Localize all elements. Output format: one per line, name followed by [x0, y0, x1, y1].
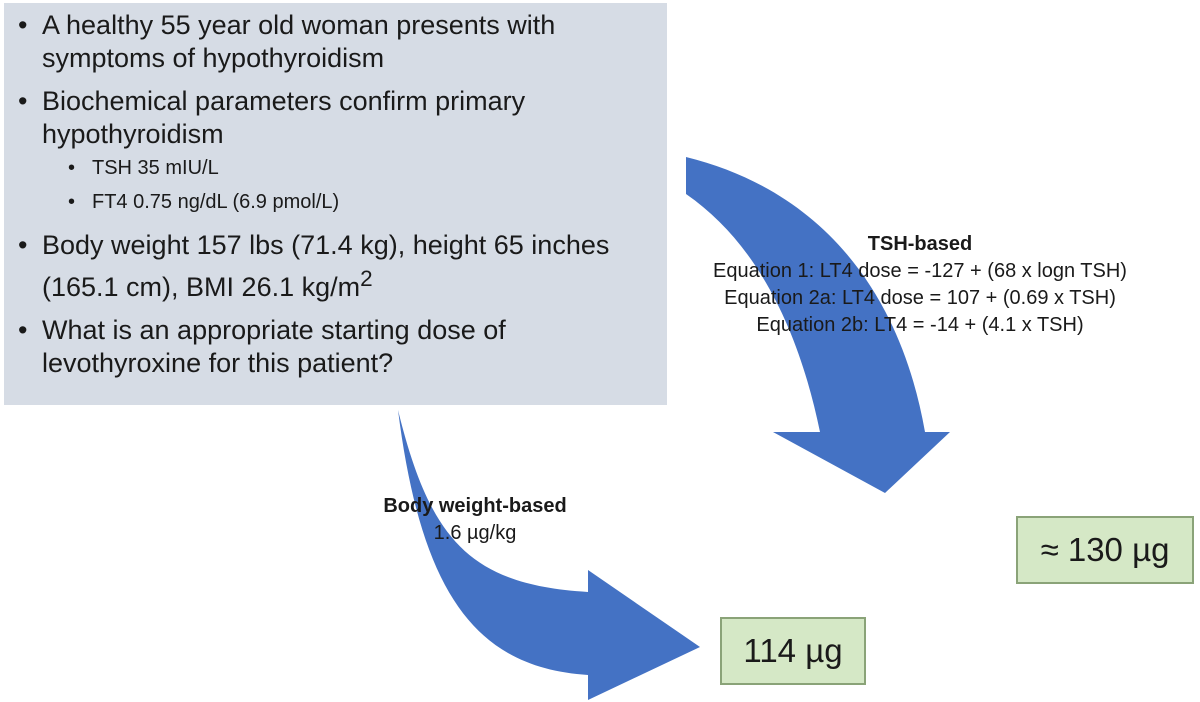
tsh-equation-2b: Equation 2b: LT4 = -14 + (4.1 x TSH): [756, 314, 1084, 336]
lab-value-ft4: FT4 0.75 ng/dL (6.9 pmol/L): [64, 185, 657, 219]
tsh-curved-arrow: [686, 157, 950, 493]
case-bullet-biochemistry: Biochemical parameters confirm primary h…: [16, 85, 657, 219]
case-bullet-question: What is an appropriate starting dose of …: [16, 314, 657, 380]
bmi-unit-superscript: 2: [360, 266, 373, 291]
case-bullet-question-text: What is an appropriate starting dose of …: [42, 315, 506, 378]
case-description-box: A healthy 55 year old woman presents wit…: [4, 3, 667, 405]
lab-values-list: TSH 35 mIU/L FT4 0.75 ng/dL (6.9 pmol/L): [42, 151, 657, 219]
tsh-based-label-block: TSH-based Equation 1: LT4 dose = -127 + …: [650, 231, 1190, 339]
case-bullet-body-measures: Body weight 157 lbs (71.4 kg), height 65…: [16, 229, 657, 304]
weight-result-box: 114 µg: [720, 617, 866, 685]
case-bullet-patient-text: A healthy 55 year old woman presents wit…: [42, 10, 556, 73]
case-bullet-biochemistry-text: Biochemical parameters confirm primary h…: [42, 86, 526, 149]
tsh-equation-1: Equation 1: LT4 dose = -127 + (68 x logn…: [713, 260, 1127, 282]
lab-value-tsh: TSH 35 mIU/L: [64, 151, 657, 185]
weight-based-label-block: Body weight-based 1.6 µg/kg: [320, 493, 630, 547]
weight-result-value: 114 µg: [743, 632, 843, 669]
tsh-based-title: TSH-based: [867, 233, 973, 255]
weight-based-formula: 1.6 µg/kg: [433, 522, 517, 544]
case-bullet-body-measures-text: Body weight 157 lbs (71.4 kg), height 65…: [42, 230, 610, 302]
case-bullet-list: A healthy 55 year old woman presents wit…: [16, 9, 657, 380]
case-bullet-patient: A healthy 55 year old woman presents wit…: [16, 9, 657, 75]
weight-curved-arrow: [398, 410, 700, 700]
tsh-equation-2a: Equation 2a: LT4 dose = 107 + (0.69 x TS…: [724, 287, 1116, 309]
tsh-result-box: ≈ 130 µg: [1016, 516, 1194, 584]
tsh-result-value: ≈ 130 µg: [1040, 531, 1170, 568]
weight-based-title: Body weight-based: [383, 495, 567, 517]
